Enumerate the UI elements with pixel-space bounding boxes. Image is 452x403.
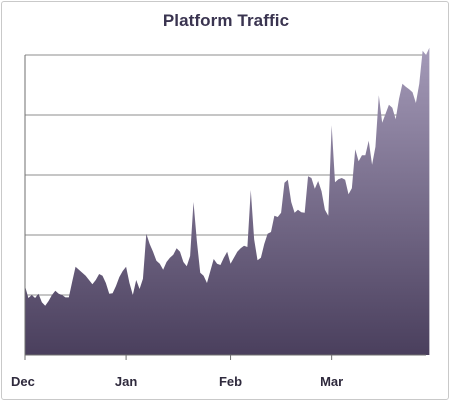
x-tick-label-mar: Mar: [320, 374, 343, 389]
x-tick-label-feb: Feb: [219, 374, 242, 389]
x-tick-label-jan: Jan: [115, 374, 137, 389]
x-tick-label-dec: Dec: [11, 374, 35, 389]
x-axis: Dec Jan Feb Mar: [11, 55, 426, 389]
chart-title: Platform Traffic: [162, 11, 290, 30]
traffic-area-series: [25, 47, 430, 356]
